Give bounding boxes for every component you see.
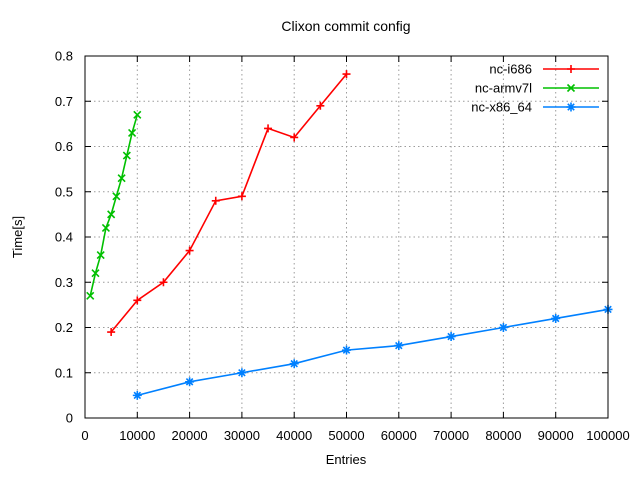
chart-title: Clixon commit config <box>281 18 410 34</box>
x-tick-label: 20000 <box>172 428 208 443</box>
legend-layer: nc-i686 nc-armv7l nc-x86_64 <box>471 62 599 115</box>
x-tick-label: 0 <box>81 428 88 443</box>
series-markers-nc-i686 <box>107 70 351 337</box>
series-layer <box>86 70 613 400</box>
grid-layer <box>85 56 608 418</box>
x-tick-label: 50000 <box>328 428 364 443</box>
y-tick-label: 0.5 <box>55 184 73 199</box>
y-axis-label: Time[s] <box>10 216 25 258</box>
legend-label-nc-armv7l: nc-armv7l <box>475 81 532 96</box>
y-tick-label: 0.6 <box>55 139 73 154</box>
x-tick-label: 10000 <box>119 428 155 443</box>
y-tick-label: 0.3 <box>55 275 73 290</box>
x-tick-label: 30000 <box>224 428 260 443</box>
x-tick-label: 100000 <box>586 428 629 443</box>
series-line-nc-armv7l <box>89 114 139 297</box>
series-markers-nc-x86_64 <box>132 304 613 400</box>
y-tick-label: 0.1 <box>55 365 73 380</box>
y-tick-label: 0.2 <box>55 320 73 335</box>
x-axis-label: Entries <box>326 452 367 467</box>
legend-sample-marker-nc-i686 <box>567 65 575 73</box>
x-tick-label: 40000 <box>276 428 312 443</box>
legend-label-nc-i686: nc-i686 <box>489 62 532 77</box>
series-line-nc-i686 <box>110 73 348 333</box>
series-markers-nc-armv7l <box>86 110 142 300</box>
x-tick-label: 70000 <box>433 428 469 443</box>
x-tick-label: 60000 <box>381 428 417 443</box>
y-tick-label: 0.7 <box>55 94 73 109</box>
legend-sample-marker-nc-x86_64 <box>566 102 576 112</box>
x-tick-label: 80000 <box>485 428 521 443</box>
x-tick-label: 90000 <box>538 428 574 443</box>
y-tick-label: 0 <box>66 411 73 426</box>
y-tick-label: 0.8 <box>55 49 73 64</box>
y-tick-label: 0.4 <box>55 230 73 245</box>
legend-label-nc-x86_64: nc-x86_64 <box>471 100 532 115</box>
legend-sample-marker-nc-armv7l <box>566 83 576 93</box>
series-line-nc-x86_64 <box>137 308 609 397</box>
axis-layer: 0 10000 20000 30000 40000 50000 60000 70000 8000… <box>55 49 630 444</box>
